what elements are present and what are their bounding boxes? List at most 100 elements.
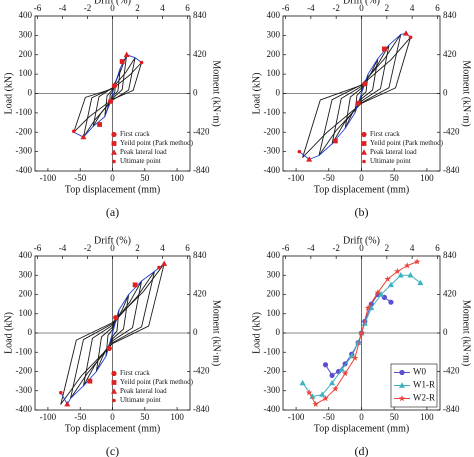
y2-tick-label: 420 — [443, 289, 457, 299]
marker — [157, 265, 161, 270]
x-tick-label: 100 — [170, 412, 184, 422]
marker — [351, 354, 359, 361]
y2-tick-label: -420 — [193, 366, 210, 376]
marker — [388, 299, 394, 305]
x-tick-label: 50 — [390, 412, 400, 422]
x2-tick-label: 2 — [385, 243, 390, 253]
legend-swatch — [111, 380, 117, 385]
legend-swatch — [112, 398, 116, 403]
y-tick-label: 200 — [19, 289, 33, 299]
marker — [338, 366, 345, 372]
marker — [397, 272, 404, 278]
marker — [384, 275, 391, 282]
marker — [358, 329, 365, 336]
y-tick-label: -300 — [264, 146, 281, 156]
marker — [106, 345, 112, 351]
marker — [355, 339, 362, 345]
panel: -100 -50 0 50 100 -6 -4 -2 0 2 4 6 -400 -300 -200 -100 0… — [251, 235, 471, 457]
legend-label: Peak lateral load — [120, 387, 167, 395]
marker — [299, 379, 306, 386]
legend-swatch — [111, 370, 117, 377]
marker — [113, 315, 119, 321]
y-tick-label: 400 — [267, 10, 281, 20]
x2-tick-label: 6 — [185, 3, 190, 13]
marker — [322, 395, 329, 402]
x2-tick-label: 4 — [410, 243, 415, 253]
x2-tick-label: 2 — [385, 3, 390, 13]
series-line — [60, 263, 165, 405]
x-tick-label: -50 — [323, 412, 335, 422]
y-tick-label: 400 — [19, 250, 33, 260]
marker — [404, 262, 411, 269]
x2-tick-label: -2 — [84, 3, 92, 13]
x2-axis-label: Drift (%) — [94, 235, 131, 246]
marker — [374, 289, 382, 296]
y-tick-label: 300 — [267, 269, 281, 279]
legend-label: W2-R — [413, 393, 435, 403]
series-line — [60, 263, 165, 405]
legend-label: W1-R — [413, 380, 435, 390]
y2-tick-label: -840 — [443, 404, 460, 414]
marker — [71, 129, 76, 134]
legend-label: Yeild point (Park method) — [370, 139, 444, 147]
legend-swatch — [111, 149, 117, 155]
marker — [297, 149, 302, 154]
y2-tick-label: -420 — [193, 126, 210, 136]
panel-label: (b) — [355, 205, 369, 219]
legend-swatch — [399, 369, 405, 376]
legend-label: First crack — [120, 369, 150, 377]
series-line — [302, 37, 411, 158]
y-tick-label: 200 — [19, 49, 33, 59]
x-tick-label: 0 — [110, 412, 115, 422]
marker — [407, 272, 414, 278]
x2-tick-label: 6 — [185, 243, 190, 253]
y2-axis-label: Moment (kN·m) — [461, 300, 472, 366]
legend-swatch — [362, 159, 366, 164]
legend-label: Yeild point (Park method) — [120, 139, 194, 147]
y2-tick-label: 840 — [443, 10, 457, 20]
marker — [80, 133, 87, 140]
marker — [387, 281, 394, 288]
y-tick-label: 100 — [267, 68, 281, 78]
y2-tick-label: -420 — [443, 126, 460, 136]
legend-swatch — [398, 395, 406, 402]
x2-tick-label: -4 — [307, 243, 315, 253]
x2-tick-label: 0 — [110, 243, 115, 253]
x2-tick-label: -2 — [332, 243, 340, 253]
legend-label: Yeild point (Park method) — [120, 378, 194, 386]
x-tick-label: -100 — [288, 173, 305, 183]
y-axis-label: Load (kN) — [3, 312, 14, 354]
y-tick-label: -100 — [16, 107, 33, 117]
marker — [364, 304, 372, 311]
x-tick-label: -100 — [288, 412, 305, 422]
y-axis-label: Load (kN) — [251, 73, 262, 115]
x-axis-label: Top displacement (mm) — [314, 184, 409, 195]
marker — [355, 100, 361, 106]
y-tick-label: 400 — [267, 250, 281, 260]
y2-axis-label: Moment (kN·m) — [211, 300, 222, 366]
series-line — [73, 54, 142, 138]
legend-label: Peak lateral load — [370, 148, 417, 156]
y-tick-label: 100 — [267, 308, 281, 318]
marker — [329, 379, 336, 386]
x2-tick-label: -2 — [332, 3, 340, 13]
y-tick-label: -200 — [264, 366, 281, 376]
marker — [408, 35, 413, 40]
x2-tick-label: -6 — [282, 3, 290, 13]
series-line — [73, 62, 142, 133]
y-tick-label: 300 — [19, 29, 33, 39]
y-tick-label: 0 — [28, 88, 33, 98]
x2-tick-label: 6 — [435, 243, 440, 253]
marker — [123, 51, 130, 57]
y-tick-label: -400 — [16, 404, 33, 414]
x2-tick-label: 0 — [110, 3, 115, 13]
y-tick-label: 0 — [276, 88, 281, 98]
x-tick-label: -100 — [40, 412, 57, 422]
legend-label: W0 — [413, 367, 426, 377]
x2-tick-label: -4 — [307, 3, 315, 13]
y2-tick-label: 840 — [443, 250, 457, 260]
y-tick-label: -200 — [16, 366, 33, 376]
x2-tick-label: 0 — [359, 243, 364, 253]
y2-tick-label: 0 — [443, 88, 448, 98]
